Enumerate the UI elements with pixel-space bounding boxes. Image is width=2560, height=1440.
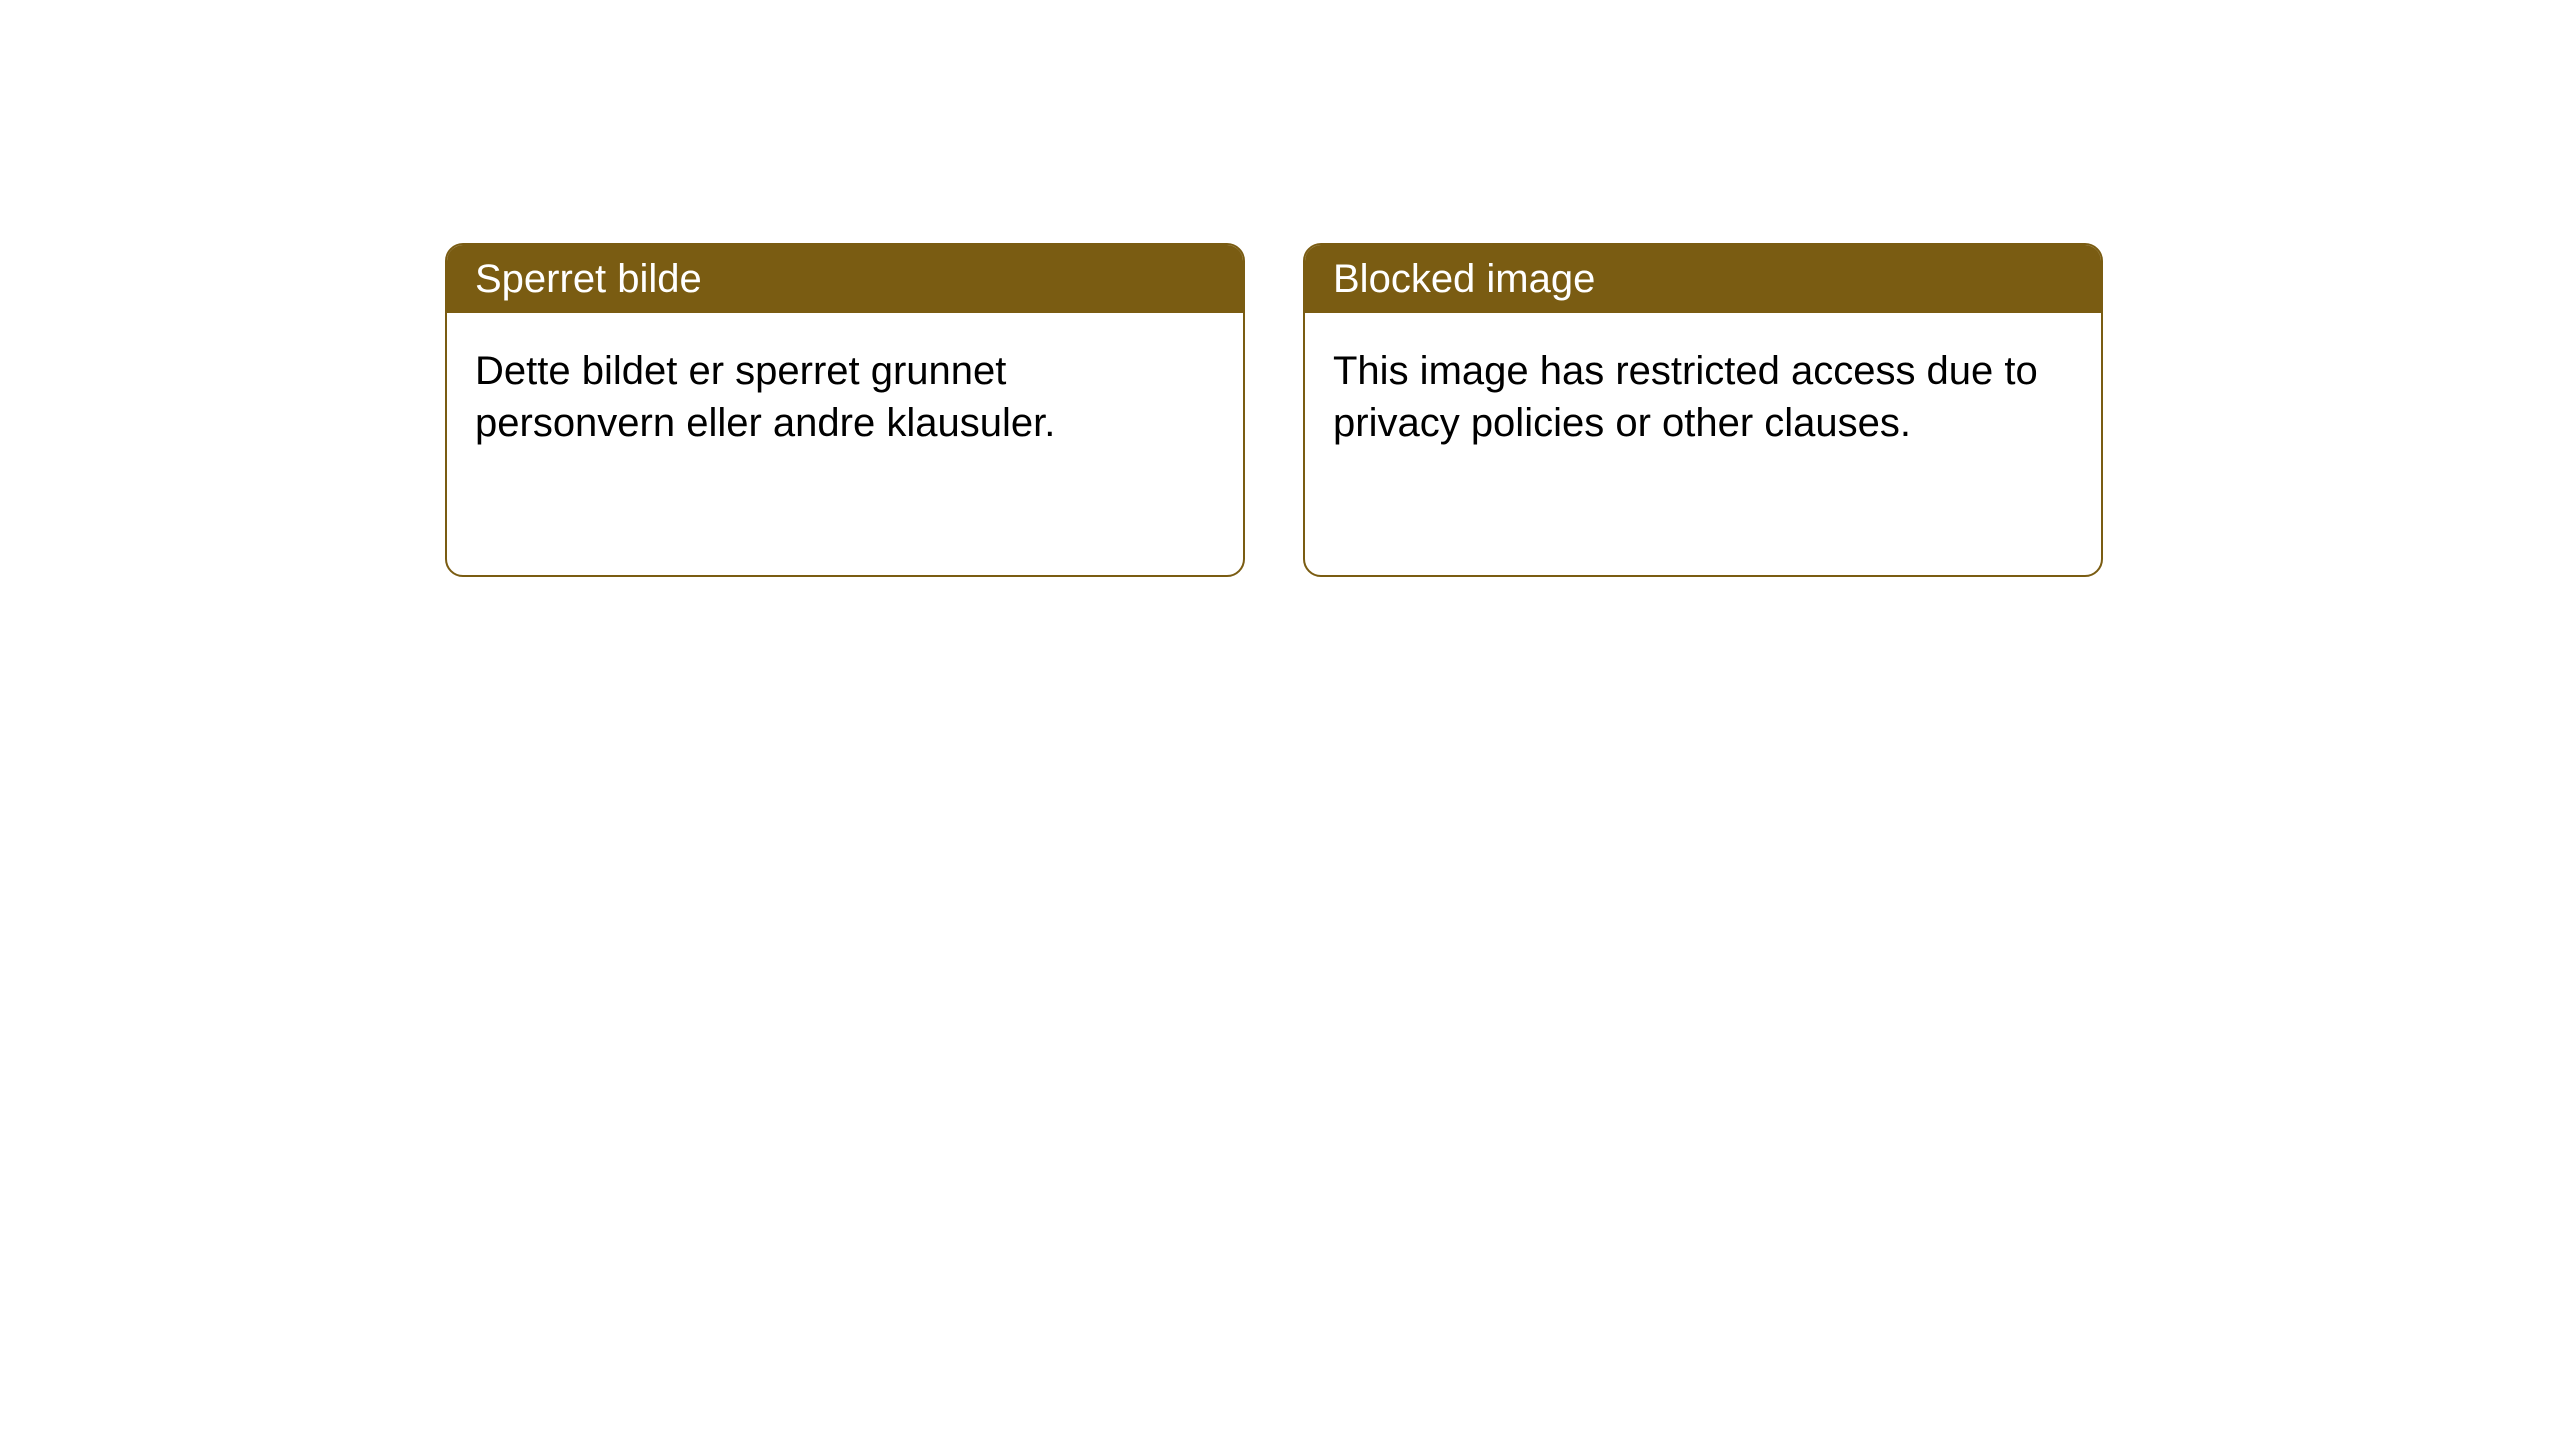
notice-card-en: Blocked image This image has restricted … [1303,243,2103,577]
notice-body-no: Dette bildet er sperret grunnet personve… [447,313,1243,481]
notice-header-en: Blocked image [1305,245,2101,313]
notice-container: Sperret bilde Dette bildet er sperret gr… [445,243,2103,577]
notice-card-no: Sperret bilde Dette bildet er sperret gr… [445,243,1245,577]
notice-body-en: This image has restricted access due to … [1305,313,2101,481]
notice-header-no: Sperret bilde [447,245,1243,313]
